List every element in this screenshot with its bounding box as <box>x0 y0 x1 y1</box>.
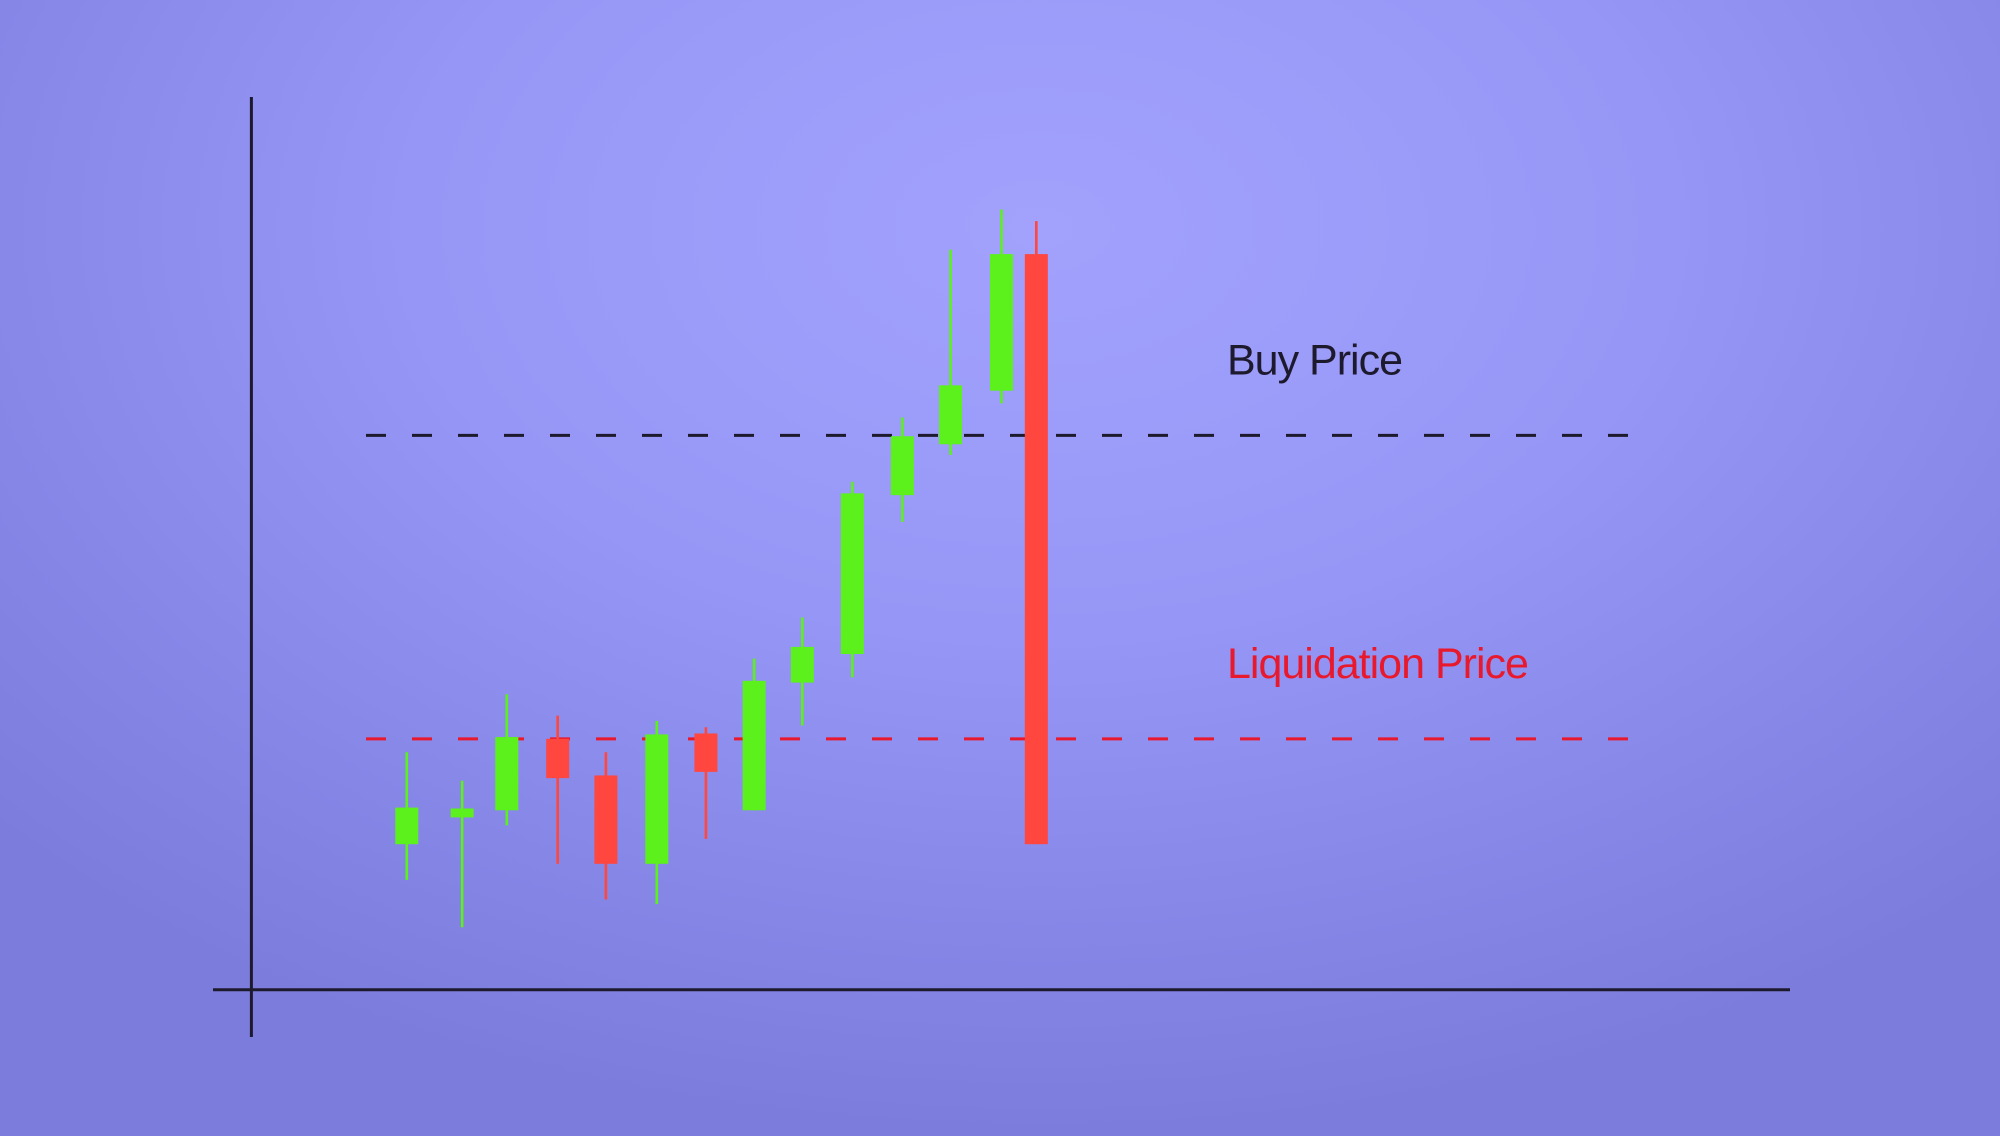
candle-body <box>395 807 419 845</box>
candle-body <box>450 808 474 818</box>
candle-body <box>645 734 669 864</box>
candle-body <box>594 775 618 864</box>
reference-label: Liquidation Price <box>1227 640 1528 688</box>
candle-body <box>790 646 814 683</box>
candle-body <box>890 436 914 496</box>
candle-body <box>495 737 519 811</box>
reference-label: Buy Price <box>1227 337 1402 385</box>
candle-body <box>1024 254 1048 845</box>
candle-body <box>742 680 766 811</box>
candle-body <box>939 385 963 445</box>
candle-body <box>840 493 864 655</box>
candle-body <box>546 738 570 779</box>
candle-body <box>694 733 718 772</box>
candle-body <box>990 254 1013 391</box>
